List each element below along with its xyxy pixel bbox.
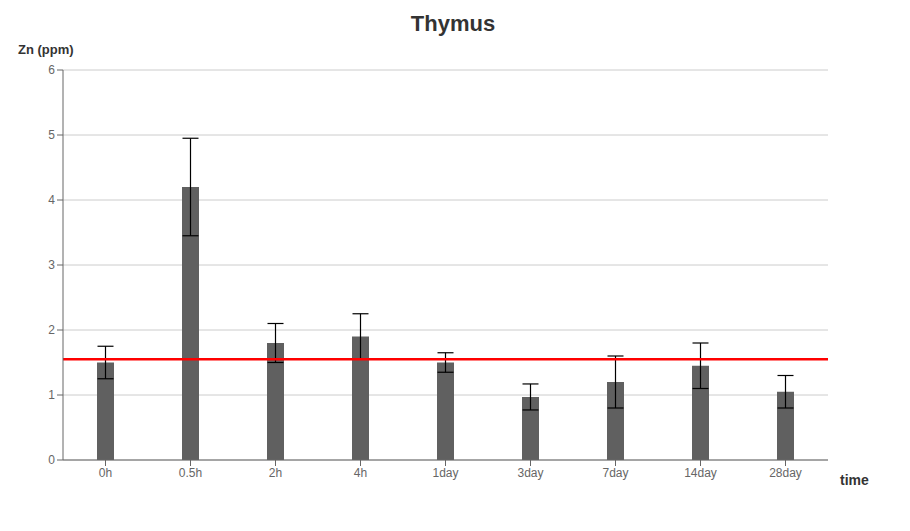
svg-text:1: 1 bbox=[48, 388, 55, 402]
svg-text:3day: 3day bbox=[517, 466, 543, 480]
svg-text:5: 5 bbox=[48, 128, 55, 142]
svg-text:4h: 4h bbox=[354, 466, 367, 480]
html-text:Thymus: Thymus bbox=[410, 11, 496, 36]
html-text:Zn (ppm): Zn (ppm) bbox=[18, 42, 74, 57]
svg-text:1day: 1day bbox=[432, 466, 458, 480]
svg-text:0.5h: 0.5h bbox=[179, 466, 202, 480]
svg-text:28day: 28day bbox=[769, 466, 802, 480]
svg-text:14day: 14day bbox=[684, 466, 717, 480]
svg-text:0: 0 bbox=[48, 453, 55, 467]
svg-text:0h: 0h bbox=[99, 466, 112, 480]
svg-text:4: 4 bbox=[48, 193, 55, 207]
svg-text:2: 2 bbox=[48, 323, 55, 337]
svg-text:2h: 2h bbox=[269, 466, 282, 480]
svg-text:time: time bbox=[840, 472, 869, 488]
svg-text:3: 3 bbox=[48, 258, 55, 272]
svg-text:7day: 7day bbox=[602, 466, 628, 480]
svg-text:6: 6 bbox=[48, 63, 55, 77]
